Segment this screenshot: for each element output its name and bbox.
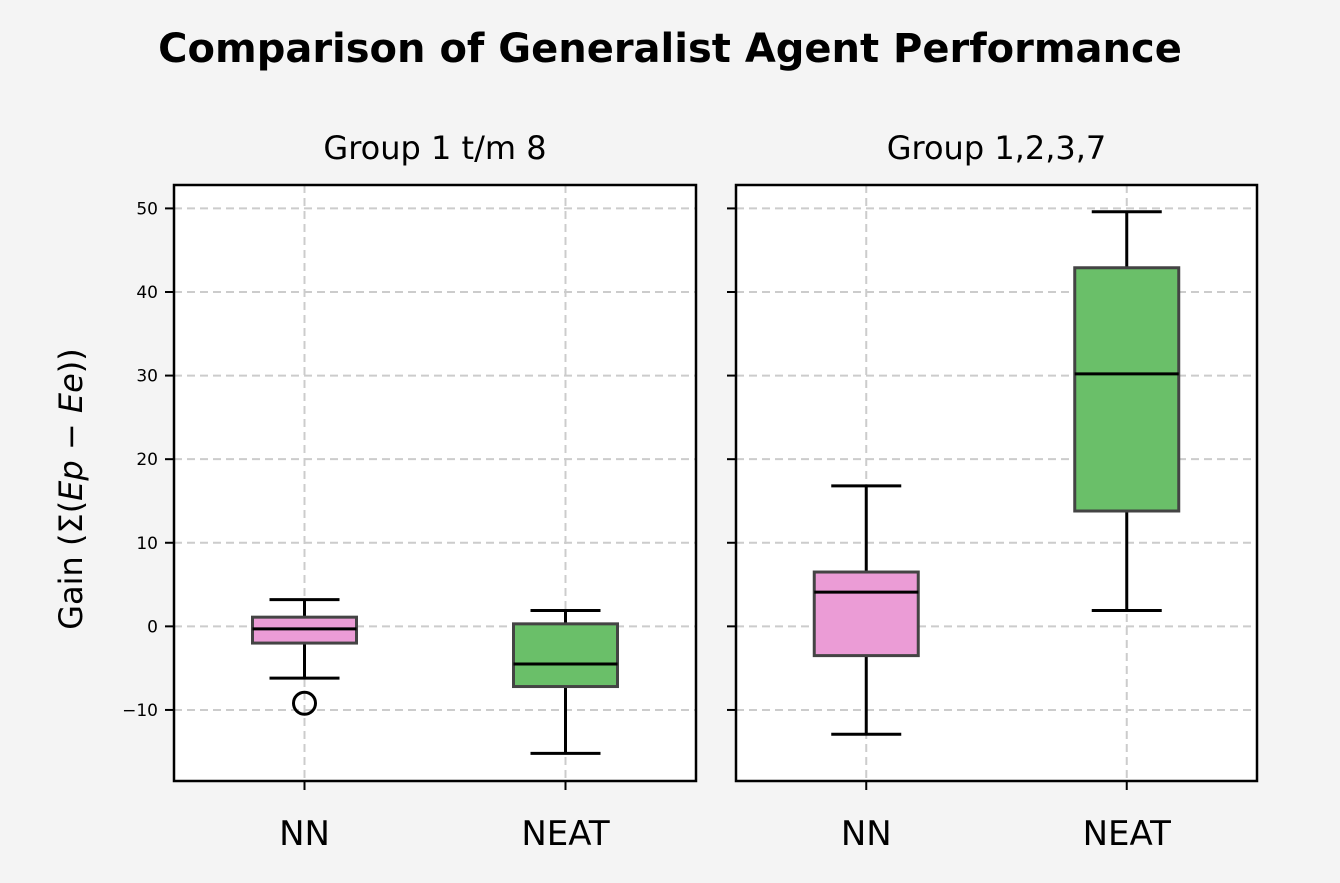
y-tick-label: 50 <box>136 199 158 219</box>
y-axis-label-part: Ep <box>52 460 90 501</box>
subplot-1: −10 0 10 20 30 40 50 NN NEAT Group 1 t/m 8 Gain (Σ… <box>52 129 698 854</box>
iqr-box <box>812 570 920 658</box>
box-neat <box>1073 210 1181 612</box>
plot-area <box>174 185 696 781</box>
x-tick-label: NEAT <box>521 814 610 854</box>
outlier-point <box>292 690 317 716</box>
subplot-title: Group 1,2,3,7 <box>887 129 1107 167</box>
y-axis-label-part: Ee <box>52 373 90 413</box>
y-tick-label: 40 <box>136 283 158 303</box>
y-tick-label: 0 <box>147 617 158 637</box>
subplot-2: NN NEAT Group 1,2,3,7 <box>727 129 1259 854</box>
y-axis-label-part: Gain (Σ( <box>52 501 90 630</box>
box-nn <box>251 598 358 716</box>
x-tick-label: NN <box>841 814 892 854</box>
x-tick-label: NEAT <box>1083 814 1172 854</box>
box-neat <box>512 608 619 755</box>
y-axis-label-part: )) <box>52 348 90 373</box>
plot-frame <box>734 183 1259 783</box>
y-tick-label: 20 <box>136 450 158 470</box>
iqr-box <box>512 622 619 689</box>
box-nn <box>812 484 920 736</box>
y-tick-label: 30 <box>136 367 158 387</box>
y-tick-label: 10 <box>136 534 158 554</box>
subplot-title: Group 1 t/m 8 <box>323 129 546 167</box>
figure-title: Comparison of Generalist Agent Performan… <box>158 26 1182 72</box>
iqr-box <box>1073 266 1181 513</box>
x-tick-label: NN <box>279 814 330 854</box>
plot-frame <box>172 183 698 783</box>
y-axis-label-part: − <box>52 413 90 460</box>
y-tick-label: −10 <box>122 701 158 721</box>
y-axis-label: Gain (Σ(Ep − Ee)) <box>52 348 90 630</box>
